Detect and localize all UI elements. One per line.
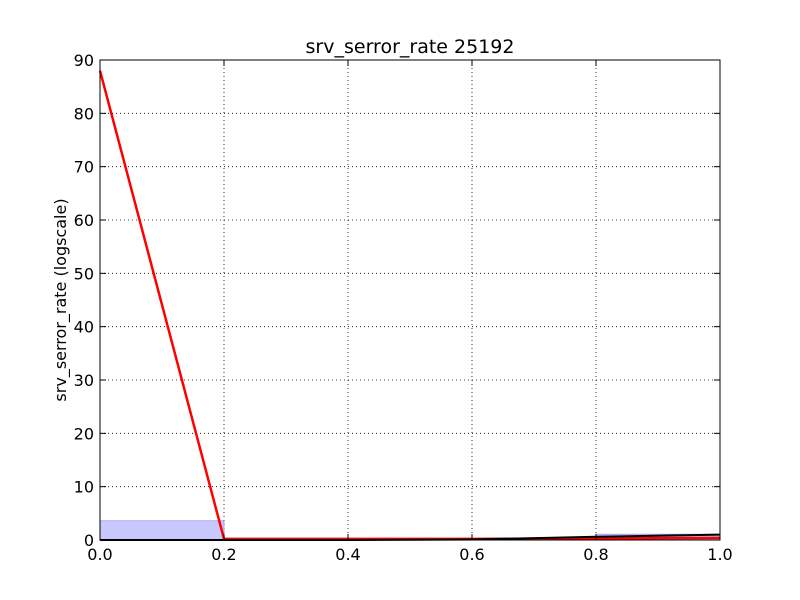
grid-lines <box>100 60 720 540</box>
y-tick-label: 70 <box>74 158 94 177</box>
y-tick-label: 30 <box>74 371 94 390</box>
x-tick-label: 0.0 <box>87 545 112 564</box>
y-tick-label: 20 <box>74 424 94 443</box>
y-tick-label: 50 <box>74 264 94 283</box>
x-tick-label: 0.4 <box>335 545 360 564</box>
tick-labels: 0.0 0.2 0.4 0.6 0.8 1.0 0 10 20 30 40 50 60 70 80 90 <box>74 51 733 564</box>
y-tick-label: 80 <box>74 104 94 123</box>
histogram-bar <box>99 520 225 541</box>
y-tick-label: 90 <box>74 51 94 70</box>
x-tick-label: 1.0 <box>707 545 732 564</box>
chart-title: srv_serror_rate 25192 <box>306 36 515 58</box>
y-tick-label: 0 <box>84 531 94 550</box>
y-tick-label: 40 <box>74 318 94 337</box>
plot-frame <box>99 59 721 541</box>
x-tick-label: 0.6 <box>459 545 484 564</box>
axis-ticks <box>99 59 721 541</box>
x-tick-label: 0.8 <box>583 545 608 564</box>
x-tick-label: 0.2 <box>211 545 236 564</box>
y-tick-label: 60 <box>74 211 94 230</box>
y-tick-label: 10 <box>74 478 94 497</box>
y-axis-label: srv_serror_rate (logscale) <box>51 198 71 401</box>
